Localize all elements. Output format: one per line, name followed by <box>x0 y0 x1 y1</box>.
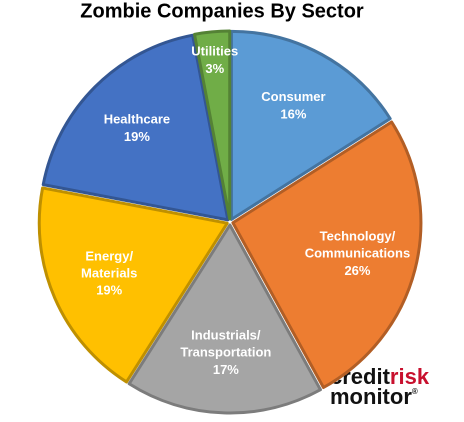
pie-slice <box>192 29 232 221</box>
value-label: 17% <box>213 362 239 377</box>
logo: creditrisk <box>330 364 430 389</box>
pie-slice <box>229 29 392 221</box>
slice-label: Energy/Materials <box>81 249 137 281</box>
pie-slice <box>37 186 229 384</box>
pie-slice <box>41 33 230 222</box>
logo-mark: ® <box>412 387 418 396</box>
pie-slice <box>127 223 322 415</box>
logo-risk: risk <box>390 364 430 389</box>
slice-label: Industrials/Transportation <box>180 328 271 360</box>
value-label: 16% <box>280 107 306 122</box>
logo: monitor® <box>330 384 418 409</box>
slice-label: Technology/Communications <box>305 229 410 261</box>
chart-title: Zombie Companies By Sector <box>80 0 364 22</box>
value-label: 19% <box>124 129 150 144</box>
value-label: 26% <box>344 263 370 278</box>
logo-monitor: monitor <box>330 384 412 409</box>
slice-label: Healthcare <box>104 112 170 127</box>
slice-label: Utilities <box>191 44 238 59</box>
slices <box>37 29 423 415</box>
pie-slice <box>231 120 423 389</box>
slice-label: Consumer <box>261 90 325 105</box>
value-label: 3% <box>205 61 224 76</box>
value-label: 19% <box>96 283 122 298</box>
